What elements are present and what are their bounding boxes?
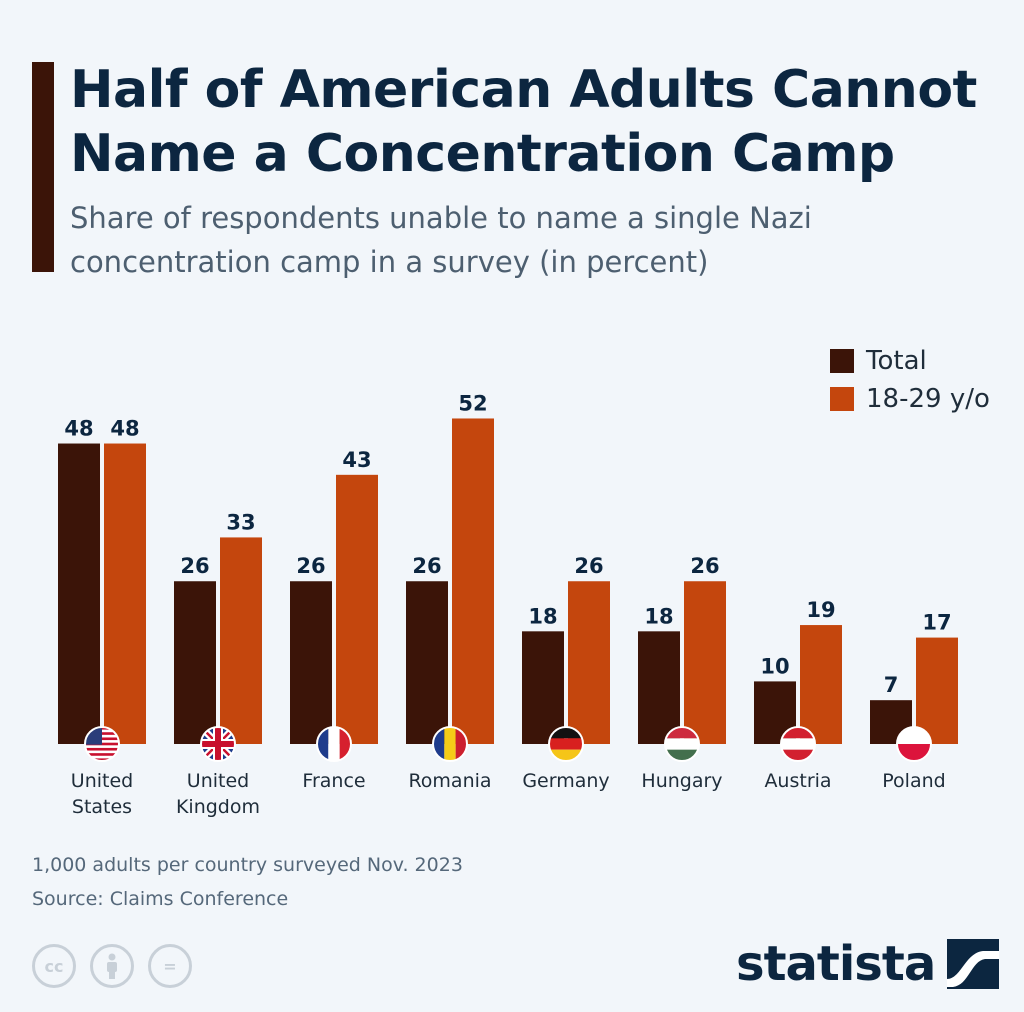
survey-note: 1,000 adults per country surveyed Nov. 2… (32, 854, 463, 876)
legend-item-total: Total (830, 342, 990, 380)
data-label-united-kingdom-total: 26 (180, 554, 209, 578)
bar-germany-total (522, 631, 564, 744)
data-label-poland-young: 17 (922, 611, 951, 635)
bar-romania-young (452, 418, 494, 744)
romania-flag-icon (433, 727, 467, 761)
person-icon (107, 953, 117, 979)
bar-romania-total (406, 581, 448, 744)
chart-subtitle: Share of respondents unable to name a si… (70, 201, 812, 279)
data-label-france-young: 43 (342, 448, 371, 472)
no-derivatives-icon[interactable]: = (148, 944, 192, 988)
data-label-united-states-total: 48 (64, 417, 93, 441)
germany-flag-ring (548, 726, 584, 762)
poland-flag-icon (897, 727, 931, 761)
hungary-flag-ring (664, 726, 700, 762)
data-label-hungary-young: 26 (690, 554, 719, 578)
title-accent-bar (32, 62, 54, 272)
data-label-austria-total: 10 (760, 654, 789, 678)
x-tick-label-united-kingdom-1: Kingdom (176, 796, 260, 818)
x-tick-label-united-states-0: United (71, 770, 133, 792)
bar-france-total (290, 581, 332, 744)
germany-flag-icon (549, 727, 583, 761)
bar-poland-young (916, 637, 958, 744)
legend: Total 18-29 y/o (830, 342, 990, 418)
data-label-germany-total: 18 (528, 604, 557, 628)
x-tick-label-united-states-1: States (72, 796, 132, 818)
legend-swatch-young (830, 387, 854, 411)
hungary-flag-icon (665, 727, 699, 761)
x-tick-label-germany-0: Germany (522, 770, 609, 792)
austria-flag-icon (781, 727, 815, 761)
france-flag-ring (316, 726, 352, 762)
legend-label-total: Total (866, 346, 927, 376)
creative-commons-icon[interactable]: cc (32, 944, 76, 988)
bar-united-states-young (104, 443, 146, 744)
data-label-united-states-young: 48 (110, 417, 139, 441)
bar-austria-young (800, 625, 842, 744)
license-icons: cc = (32, 944, 192, 988)
brand-name: statista (736, 936, 936, 992)
x-tick-label-austria-0: Austria (764, 770, 831, 792)
x-tick-label-france-0: France (302, 770, 365, 792)
statista-logo[interactable]: statista (736, 934, 1000, 994)
bar-hungary-young (684, 581, 726, 744)
legend-label-young: 18-29 y/o (866, 384, 990, 414)
statista-mark-icon (947, 939, 1000, 989)
data-label-romania-young: 52 (458, 391, 487, 415)
source-note: Source: Claims Conference (32, 888, 289, 910)
data-label-romania-total: 26 (412, 554, 441, 578)
data-label-germany-young: 26 (574, 554, 603, 578)
data-label-austria-young: 19 (806, 598, 835, 622)
nd-label: = (163, 956, 177, 976)
bar-united-states-total (58, 443, 100, 744)
legend-item-young: 18-29 y/o (830, 380, 990, 418)
data-label-hungary-total: 18 (644, 604, 673, 628)
data-label-poland-total: 7 (884, 673, 899, 697)
x-tick-label-hungary-0: Hungary (641, 770, 722, 792)
attribution-icon[interactable] (90, 944, 134, 988)
data-label-france-total: 26 (296, 554, 325, 578)
us-flag-ring (84, 726, 120, 762)
cc-label: cc (44, 956, 64, 976)
uk-flag-ring (200, 726, 236, 762)
x-tick-label-poland-0: Poland (882, 770, 945, 792)
x-tick-label-romania-0: Romania (408, 770, 491, 792)
austria-flag-ring (780, 726, 816, 762)
bar-france-young (336, 474, 378, 744)
bar-germany-young (568, 581, 610, 744)
bar-united-kingdom-total (174, 581, 216, 744)
france-flag-icon (317, 727, 351, 761)
bar-hungary-total (638, 631, 680, 744)
x-tick-label-united-kingdom-0: United (187, 770, 249, 792)
bar-chart: 48 48 United States 26 33 United Kingdom 26 43 Fra… (58, 391, 958, 818)
poland-flag-ring (896, 726, 932, 762)
romania-flag-ring (432, 726, 468, 762)
chart-title: Half of American Adults Cannot Name a Co… (70, 60, 977, 184)
legend-swatch-total (830, 349, 854, 373)
bar-united-kingdom-young (220, 537, 262, 744)
data-label-united-kingdom-young: 33 (226, 510, 255, 534)
